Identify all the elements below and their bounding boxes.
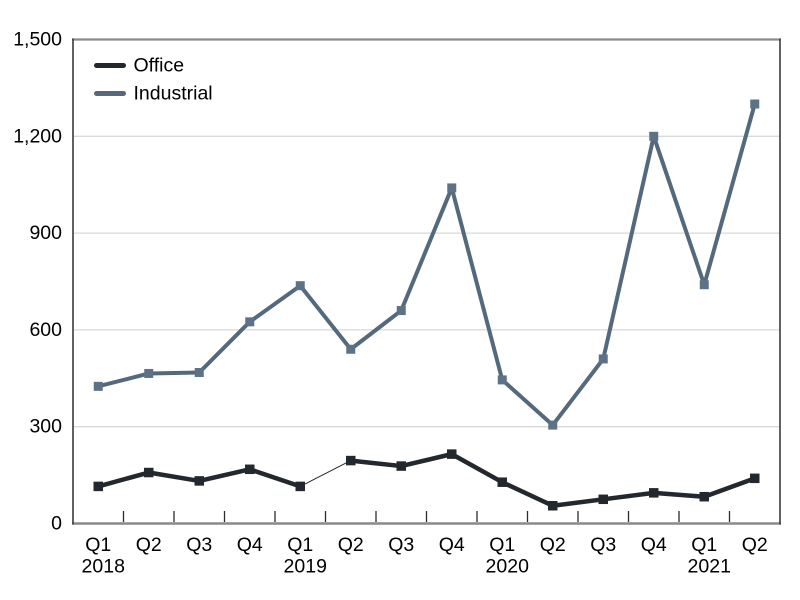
data-point-marker (144, 368, 154, 378)
line-segment (601, 490, 656, 502)
line-segment (96, 470, 151, 489)
x-tick-label: Q2 (338, 534, 364, 556)
data-point-marker (447, 449, 457, 459)
data-point-marker (649, 131, 659, 141)
line-segment (500, 479, 555, 509)
series-industrial-line (96, 102, 757, 428)
year-label: 2021 (688, 556, 731, 578)
series-office-markers (93, 449, 760, 511)
year-label: 2018 (82, 556, 125, 578)
y-tick-label: 1,500 (13, 29, 62, 51)
line-segment (247, 283, 303, 324)
line-segment (449, 185, 505, 382)
line-segment (702, 102, 757, 287)
series-office-line (96, 451, 757, 509)
line-segment (500, 377, 555, 428)
data-point-marker (497, 477, 507, 487)
x-tick-label: Q3 (186, 534, 212, 556)
data-point-marker (497, 375, 507, 385)
x-tick-label: Q3 (388, 534, 414, 556)
line-segment (601, 134, 656, 361)
data-point-marker (699, 280, 709, 290)
x-tick-label: Q4 (237, 534, 263, 556)
line-segment (300, 460, 351, 487)
line-segment (197, 319, 252, 375)
y-tick-label: 600 (29, 319, 62, 341)
data-point-marker (649, 488, 659, 498)
x-tick-label: Q4 (439, 534, 465, 556)
data-point-marker (144, 467, 154, 478)
data-point-marker (396, 306, 406, 316)
y-axis-labels: 0 300 600 900 1,200 1,500 (13, 29, 62, 535)
data-point-marker (598, 354, 608, 364)
data-point-marker (245, 317, 255, 327)
data-point-marker (346, 344, 356, 354)
year-label: 2019 (284, 556, 327, 578)
x-tick-label: Q3 (590, 534, 616, 556)
gridlines (73, 135, 780, 428)
x-tick-label: Q4 (641, 534, 667, 556)
legend-label: Office (134, 55, 185, 77)
data-point-marker (194, 367, 204, 377)
x-tick-label: Q2 (742, 534, 768, 556)
data-point-marker (93, 481, 103, 492)
line-segment (449, 451, 505, 485)
line-segment (348, 308, 404, 352)
legend-item-industrial: Industrial (94, 83, 213, 105)
x-tick-label: Q1 (287, 534, 313, 556)
line-segment (348, 458, 404, 469)
y-tick-label: 0 (51, 513, 62, 535)
x-axis-year-labels: 2018 2019 2020 2021 (82, 556, 731, 578)
x-tick-label: Q2 (540, 534, 566, 556)
line-segment (298, 283, 353, 352)
line-segment (550, 356, 606, 428)
line-segment (702, 476, 757, 499)
line-segment (247, 467, 303, 489)
x-tick-label: Q1 (85, 534, 111, 556)
data-point-marker (548, 420, 558, 430)
x-tick-label: Q1 (691, 534, 717, 556)
x-axis-ticks (122, 511, 731, 522)
x-tick-label: Q1 (489, 534, 515, 556)
line-segment (146, 470, 202, 484)
data-point-marker (396, 461, 406, 471)
x-axis-labels: Q1 Q2 Q3 Q4 Q1 Q2 Q3 Q4 Q1 Q2 Q3 Q4 Q1 Q2 (85, 534, 768, 556)
data-point-marker (346, 455, 356, 466)
line-segment (651, 134, 707, 287)
plot-border (72, 38, 781, 525)
data-point-marker (447, 183, 457, 193)
data-point-marker (548, 501, 558, 511)
y-tick-label: 1,200 (13, 125, 62, 147)
legend-label: Industrial (134, 83, 213, 105)
line-segment (96, 371, 151, 389)
data-point-marker (750, 99, 760, 109)
data-point-marker (295, 281, 305, 291)
data-point-marker (750, 473, 760, 484)
line-segment (146, 370, 202, 376)
line-segment (399, 185, 454, 313)
data-point-marker (598, 494, 608, 505)
data-point-marker (245, 464, 255, 475)
line-segment (651, 490, 707, 499)
legend-item-office: Office (94, 55, 185, 77)
x-tick-label: Q2 (136, 534, 162, 556)
line-segment (197, 467, 252, 484)
y-tick-label: 900 (29, 222, 62, 244)
y-tick-label: 300 (29, 416, 62, 438)
year-label: 2020 (486, 556, 530, 578)
line-segment (550, 497, 606, 509)
data-point-marker (194, 476, 204, 486)
line-segment (399, 451, 454, 469)
legend: Office Industrial (94, 55, 213, 105)
data-point-marker (699, 491, 709, 502)
series-industrial-markers (93, 99, 760, 430)
data-point-marker (93, 381, 103, 391)
data-point-marker (295, 481, 305, 492)
